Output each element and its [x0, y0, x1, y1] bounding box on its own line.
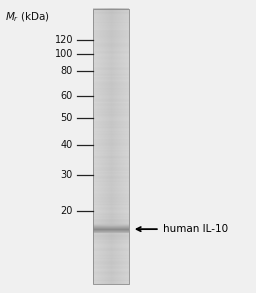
Text: 100: 100 [55, 49, 73, 59]
Text: 50: 50 [61, 113, 73, 122]
Bar [93, 9, 129, 284]
Text: 40: 40 [61, 140, 73, 150]
Text: 120: 120 [55, 35, 73, 45]
Text: $\mathit{M}_\mathit{r}$ (kDa): $\mathit{M}_\mathit{r}$ (kDa) [5, 10, 50, 24]
Text: 80: 80 [61, 66, 73, 76]
Text: human IL-10: human IL-10 [137, 224, 228, 234]
Text: 20: 20 [61, 206, 73, 216]
Text: 60: 60 [61, 91, 73, 100]
Text: 30: 30 [61, 171, 73, 180]
